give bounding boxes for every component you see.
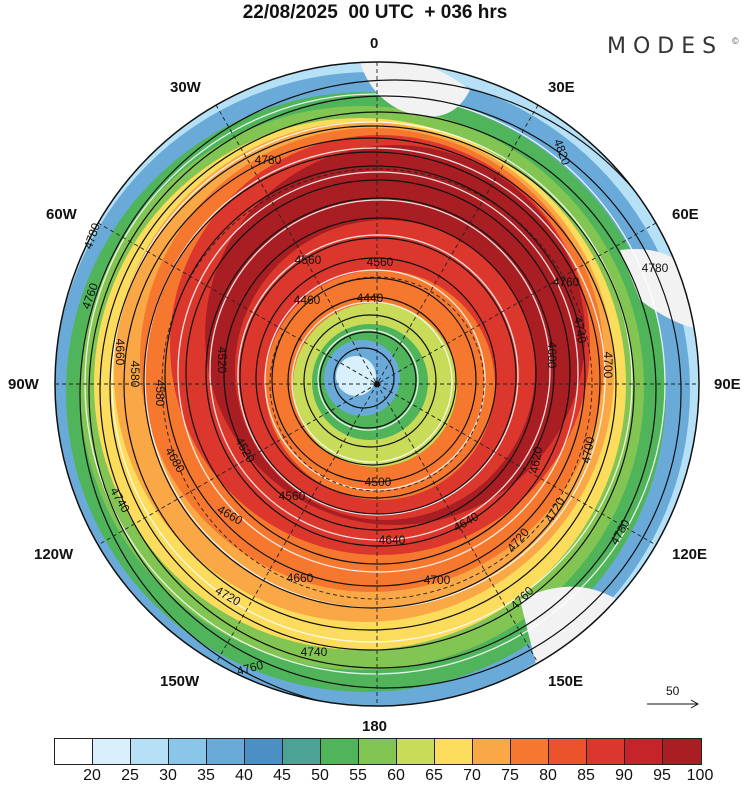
- contour-label: 4520: [215, 346, 229, 374]
- landmass-siberia: [620, 249, 699, 330]
- colorbar-tick-label: 50: [311, 767, 329, 784]
- colorbar-tick-label: 20: [83, 767, 101, 784]
- contour-label: 4560: [294, 253, 322, 267]
- contour-label: 4560: [278, 489, 306, 503]
- brand-logo: MODES: [607, 34, 724, 59]
- contour-label: 4700: [423, 573, 451, 587]
- colorbar-swatch: [511, 739, 549, 764]
- contour-label: 4640: [378, 533, 406, 547]
- vector-reference-arrow-icon: [647, 699, 699, 709]
- contour-label: 4780: [641, 261, 669, 275]
- contour-label: 4600: [545, 341, 559, 369]
- colorbar-tick-label: 30: [159, 767, 177, 784]
- lon-label-60w: 60W: [46, 206, 77, 223]
- colorbar-swatch: [283, 739, 321, 764]
- contour-label: 4780: [254, 153, 282, 167]
- lon-label-150w: 150W: [160, 673, 200, 690]
- lon-label-150e: 150E: [548, 673, 584, 690]
- map-boundary: [54, 61, 700, 707]
- colorbar-swatch: [625, 739, 663, 764]
- lon-label-0: 0: [370, 35, 379, 52]
- colorbar-swatch: [169, 739, 207, 764]
- colorbar-tick-label: 90: [615, 767, 633, 784]
- colorbar-swatch: [473, 739, 511, 764]
- colorbar-tick-label: 85: [577, 767, 595, 784]
- contour-label: 4760: [552, 275, 580, 289]
- colorbar-swatch: [55, 739, 93, 764]
- colorbar-tick-label: 75: [501, 767, 519, 784]
- colorbar-tick-label: 40: [235, 767, 253, 784]
- colorbar-tick-label: 70: [463, 767, 481, 784]
- colorbar-swatch: [245, 739, 283, 764]
- landmass-east-asia: [520, 586, 660, 685]
- contour-label: 4700: [601, 351, 615, 379]
- lon-label-120e: 120E: [672, 546, 708, 563]
- contour-label: 4560: [366, 255, 394, 269]
- colorbar-tick-label: 45: [273, 767, 291, 784]
- colorbar-swatch: [397, 739, 435, 764]
- contour-label: 4740: [300, 645, 328, 659]
- lon-label-90w: 90W: [8, 376, 39, 393]
- map-title: 22/08/2025 00 UTC + 036 hrs: [242, 2, 508, 23]
- contour-label: 4500: [364, 475, 392, 489]
- copyright-mark: ©: [732, 36, 739, 46]
- colorbar-swatch: [131, 739, 169, 764]
- colorbar-tick-label: 100: [686, 767, 714, 784]
- lon-label-180: 180: [362, 718, 388, 735]
- colorbar-tick-label: 25: [121, 767, 139, 784]
- colorbar-tick-label: 55: [349, 767, 367, 784]
- colorbar-swatch: [435, 739, 473, 764]
- lon-label-30w: 30W: [170, 79, 201, 96]
- colorbar-tick-label: 95: [653, 767, 671, 784]
- contour-label: 4660: [286, 571, 314, 585]
- lon-label-120w: 120W: [34, 546, 74, 563]
- contour-label: 4580: [128, 360, 142, 388]
- lon-label-30e: 30E: [548, 79, 575, 96]
- colorbar-tick-label: 35: [197, 767, 215, 784]
- colorbar-swatch: [93, 739, 131, 764]
- contour-label: 4440: [356, 291, 384, 305]
- colorbar-swatch: [663, 739, 701, 764]
- colorbar-tick-label: 80: [539, 767, 557, 784]
- colorbar-swatch: [549, 739, 587, 764]
- contour-label: 4580: [153, 379, 167, 407]
- colorbar: [54, 738, 702, 765]
- contour-label: 4660: [113, 338, 127, 366]
- lon-label-60e: 60E: [672, 206, 699, 223]
- colorbar-swatch: [587, 739, 625, 764]
- colorbar-swatch: [207, 739, 245, 764]
- lon-label-90e: 90E: [714, 376, 741, 393]
- height-contours: [79, 79, 699, 706]
- contour-label: 4460: [293, 293, 321, 307]
- vector-reference-label: 50: [666, 684, 680, 698]
- colorbar-tick-label: 60: [387, 767, 405, 784]
- north-pole-marker: [374, 381, 380, 387]
- colorbar-tick-label: 65: [425, 767, 443, 784]
- colorbar-swatch: [359, 739, 397, 764]
- colorbar-swatch: [321, 739, 359, 764]
